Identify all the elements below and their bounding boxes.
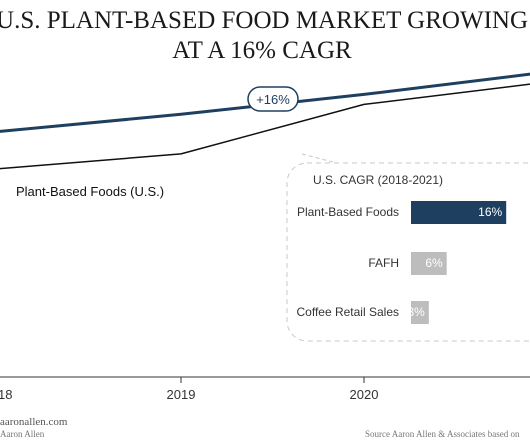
bar-value-label: 16% [478,205,502,219]
x-tick-label: 2018 [0,387,12,402]
series-line-1 [0,83,530,170]
bar-1 [411,201,507,224]
series-label: Plant-Based Foods (U.S.) [16,184,164,199]
chart-title-line2: AT A 16% CAGR [172,37,352,64]
bar-category-label: FAFH [368,256,399,270]
cagr-bar-chart: Plant-Based Foods 16% FAFH 6% Coffee Retail … [296,201,507,324]
bar-category-label: Coffee Retail Sales [296,305,399,319]
annotation-pill [247,86,299,112]
bar-value-label: 3% [408,305,426,319]
bar-2 [411,252,447,275]
bar-category-label: Plant-Based Foods [297,205,399,219]
inset-title: U.S. CAGR (2018-2021) [313,173,443,187]
x-axis-ticks: 2018 2019 2020 [0,377,378,402]
x-tick-label: 2020 [350,387,379,402]
growth-annotation: +16% [247,86,299,112]
footer-site: aaronallen.com [0,416,68,428]
bar-value-label: 6% [425,256,443,270]
annotation-connector [301,153,338,164]
bar-3 [411,301,429,324]
annotation-text: +16% [256,92,290,107]
inset-panel-border [286,162,530,342]
footer-copyright: Aaron Allen [0,429,45,439]
chart-title-line1: U.S. PLANT-BASED FOOD MARKET GROWING [0,7,528,34]
line-chart: Plant-Based Foods (U.S.) +16% [0,72,530,199]
x-tick-label: 2019 [167,387,196,402]
footer-source: Source Aaron Allen & Associates based on [365,429,520,439]
